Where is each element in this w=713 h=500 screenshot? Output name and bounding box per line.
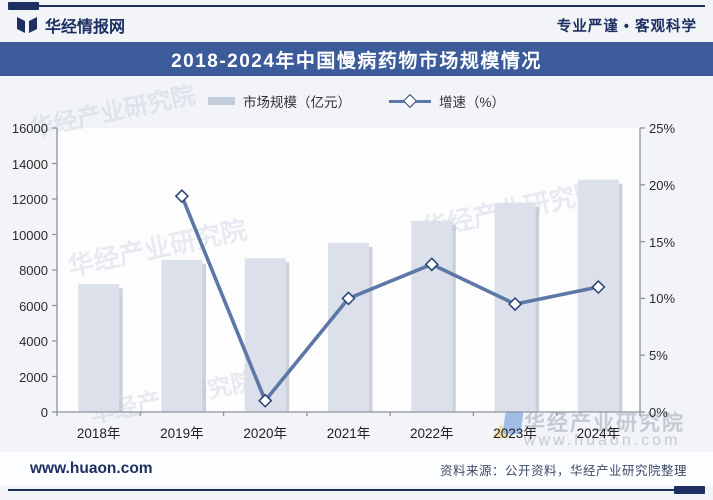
growth-point-marker [258, 393, 273, 408]
bar-2019年 [161, 259, 203, 412]
x-axis-label: 2022年 [410, 426, 454, 441]
y-axis-left-label: 8000 [19, 263, 48, 278]
growth-point-marker [424, 257, 439, 272]
footer-site-link: www.huaon.com [30, 460, 153, 477]
legend-bar-label: 市场规模（亿元） [242, 95, 351, 110]
bar-2021年 [328, 242, 369, 412]
growth-point-marker [591, 279, 606, 295]
legend: 市场规模（亿元） 增速（%） [0, 90, 713, 112]
legend-item-market-size: 市场规模（亿元） [207, 91, 351, 111]
y-axis-left-label: 2000 [19, 369, 48, 385]
chart-title: 2018-2024年中国慢病药物市场规模情况 [171, 50, 542, 72]
y-axis-left-label: 4000 [19, 334, 48, 349]
y-axis-left-label: 0 [40, 405, 48, 420]
bottom-accent-block [674, 486, 705, 494]
bar-shadow [369, 246, 373, 412]
bar-shadow [452, 224, 456, 412]
x-axis-label: 2023年 [493, 426, 537, 441]
header-tagline: 专业严谨 • 客观科学 [556, 18, 697, 35]
growth-line [180, 195, 599, 403]
brand: 华经情报网 [16, 13, 125, 37]
bottom-accent-rule [8, 489, 705, 491]
y-axis-right-label: 15% [649, 234, 676, 250]
bar-shadow [285, 262, 290, 412]
x-axis-label: 2024年 [576, 426, 621, 441]
brand-name: 华经情报网 [45, 19, 126, 36]
y-axis-right-label: 0% [649, 405, 668, 420]
x-axis-label: 2020年 [243, 426, 287, 441]
bar-2018年 [78, 284, 120, 412]
y-axis-left-label: 10000 [11, 227, 48, 243]
bar-shadow [202, 263, 206, 412]
footer-source-note: 资料来源：公开资料，华经产业研究院整理 [439, 463, 687, 478]
y-axis-right-label: 10% [649, 291, 676, 307]
header: 华经情报网 专业严谨 • 客观科学 [0, 10, 713, 40]
bar-2020年 [244, 258, 286, 412]
x-axis-label: 2018年 [76, 426, 121, 441]
top-accent-block [8, 2, 39, 10]
x-axis-label: 2021年 [326, 426, 371, 441]
bar-shadow [535, 206, 540, 412]
y-axis-left-label: 16000 [11, 121, 48, 136]
bar-shadow [119, 288, 123, 412]
y-axis-right-label: 5% [649, 348, 668, 364]
y-axis-left-label: 14000 [11, 156, 48, 172]
x-axis-label: 2019年 [160, 426, 204, 441]
bar-2024年 [577, 179, 619, 412]
y-axis-left-label: 6000 [19, 298, 48, 314]
growth-point-marker [341, 291, 356, 306]
bar-2022年 [411, 220, 453, 412]
legend-line-label: 增速（%） [438, 95, 505, 110]
y-axis-right-label: 20% [649, 177, 676, 193]
y-axis-right-label: 25% [649, 121, 676, 136]
chart-title-banner: 2018-2024年中国慢病药物市场规模情况 [0, 42, 713, 76]
footer: www.huaon.com 资料来源：公开资料，华经产业研究院整理 [0, 452, 713, 486]
top-accent-rule [8, 5, 705, 7]
growth-point-marker [507, 296, 523, 312]
y-axis-left-label: 12000 [11, 192, 48, 207]
legend-item-growth: 增速（%） [388, 91, 505, 111]
line-swatch-icon [388, 93, 431, 109]
growth-point-marker [174, 189, 190, 204]
brand-logo-icon [16, 16, 38, 34]
bar-swatch-icon [207, 97, 235, 105]
bar-shadow [618, 183, 623, 412]
plot-svg [52, 127, 645, 416]
